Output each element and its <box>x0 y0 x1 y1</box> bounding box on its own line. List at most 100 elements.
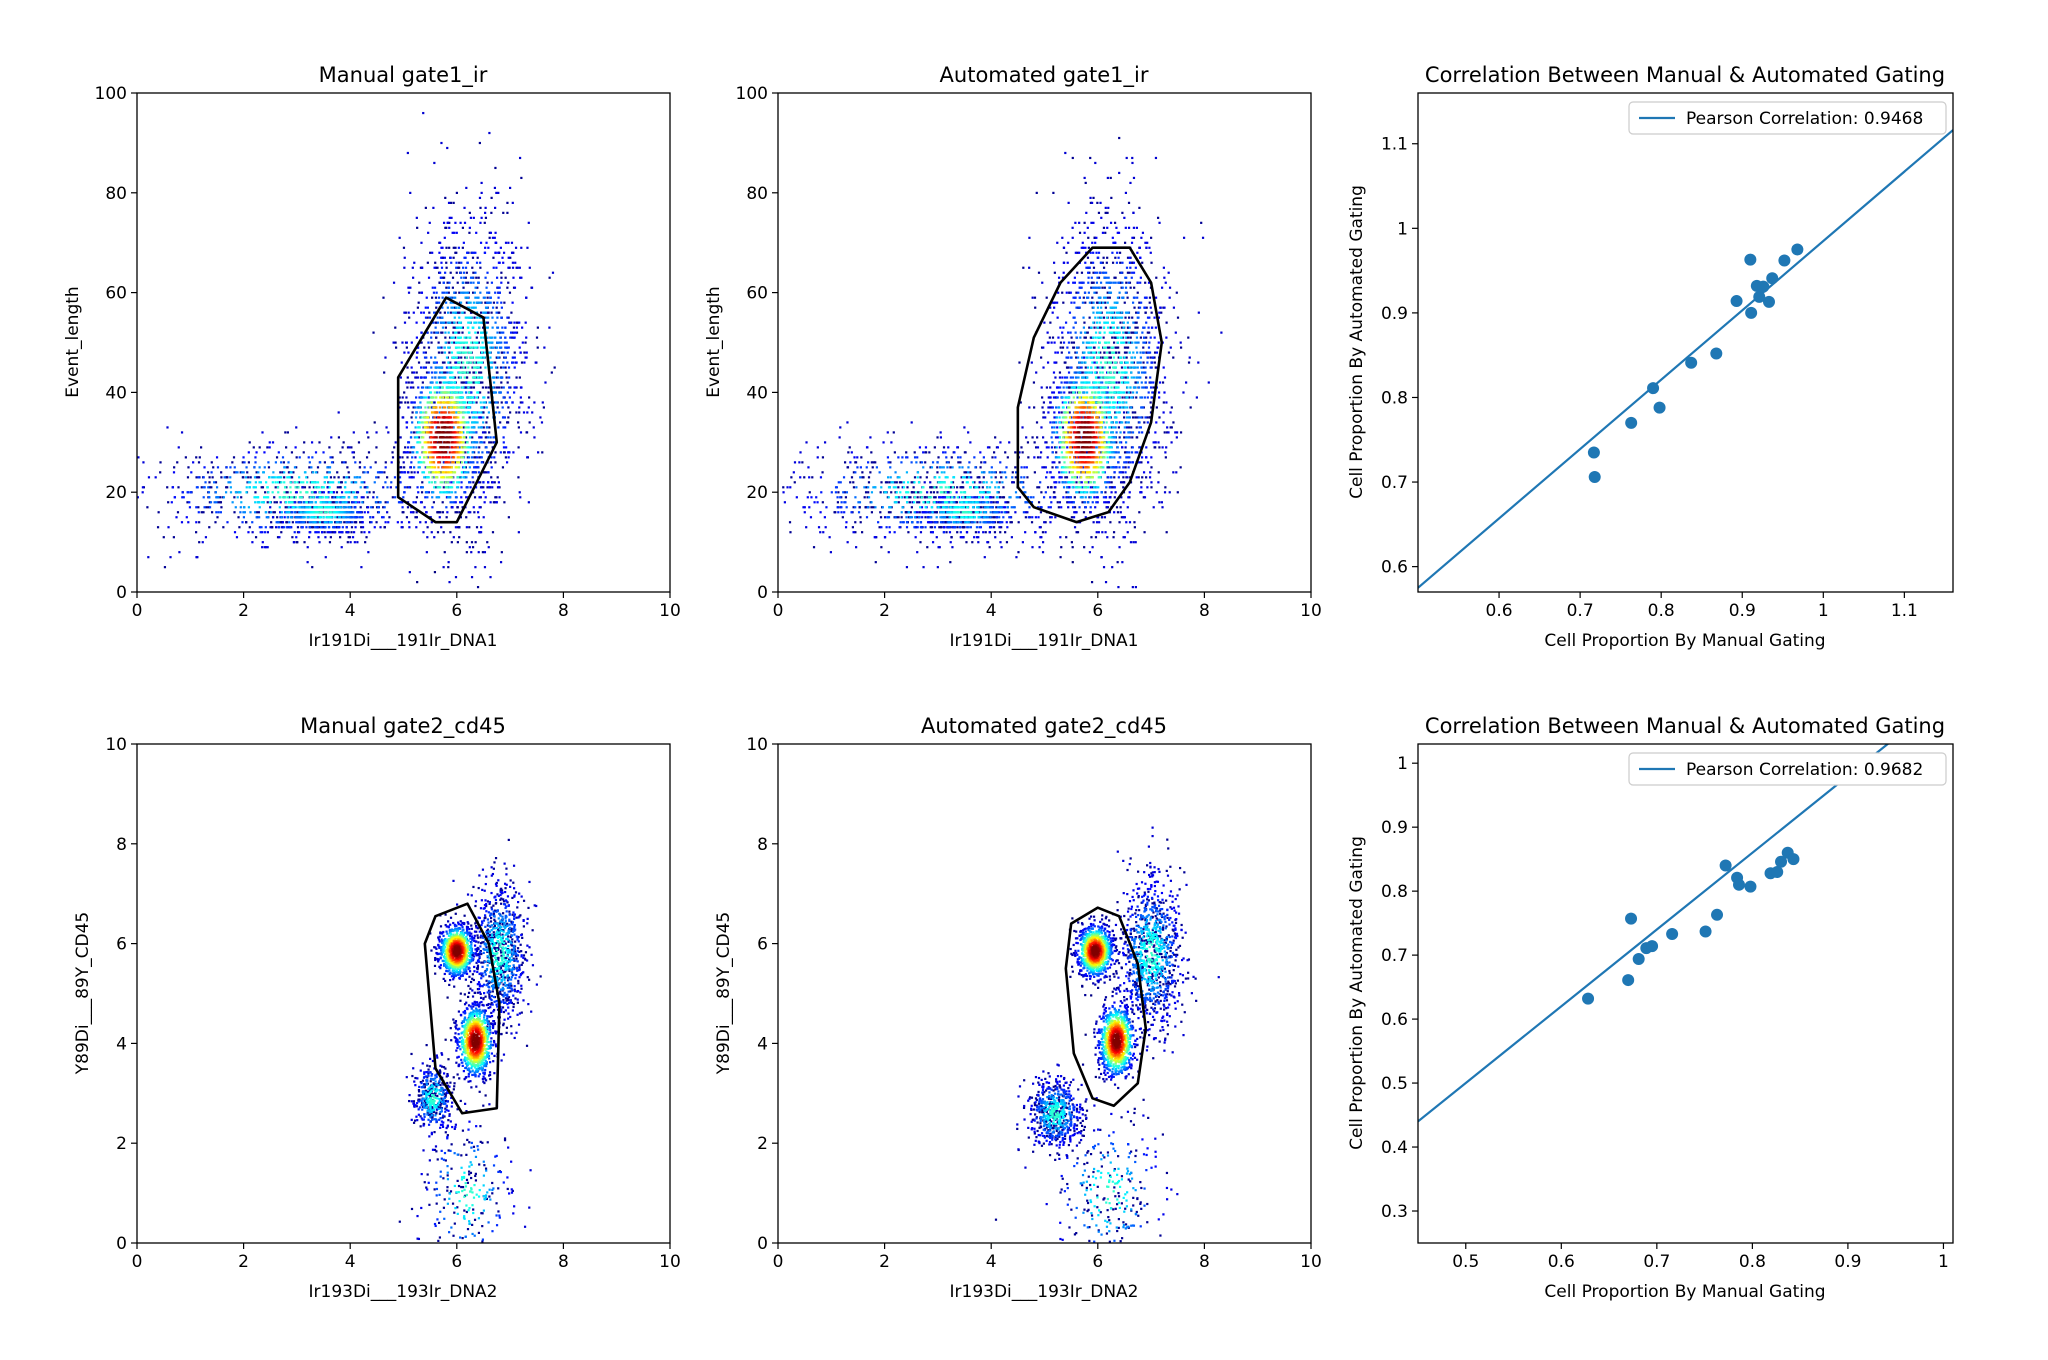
event-point <box>431 476 434 479</box>
event-point <box>424 431 427 434</box>
event-point <box>482 336 485 339</box>
event-point <box>464 356 467 359</box>
event-point <box>467 281 470 284</box>
event-point <box>449 471 452 474</box>
event-point <box>456 311 459 314</box>
event-point <box>1148 301 1151 304</box>
event-point <box>487 301 490 304</box>
event-point <box>448 246 451 249</box>
event-point <box>942 491 946 494</box>
event-point <box>507 416 510 419</box>
event-point <box>333 526 337 529</box>
event-point <box>428 316 432 319</box>
event-point <box>430 446 434 449</box>
event-point <box>310 481 314 484</box>
event-point <box>535 336 539 339</box>
event-point <box>289 496 293 499</box>
event-point <box>420 266 424 269</box>
event-point <box>266 486 269 489</box>
event-point <box>261 541 264 544</box>
event-point <box>401 506 404 509</box>
event-point <box>285 491 288 494</box>
event-point <box>434 371 437 374</box>
event-point <box>295 491 298 494</box>
event-point <box>239 506 242 509</box>
event-point <box>375 521 378 524</box>
event-point <box>432 321 435 324</box>
event-point <box>1106 211 1109 214</box>
event-point <box>443 446 446 449</box>
event-point <box>497 356 500 359</box>
event-point <box>1017 521 1020 524</box>
event-point <box>441 411 444 414</box>
event-point <box>495 371 498 374</box>
event-point <box>482 481 485 484</box>
event-point <box>407 486 410 489</box>
event-point <box>360 496 363 499</box>
event-point <box>449 361 452 364</box>
event-point <box>1153 356 1156 359</box>
event-point <box>286 476 289 479</box>
event-point <box>521 341 524 344</box>
event-point <box>260 526 263 529</box>
event-point <box>440 476 443 479</box>
event-point <box>452 201 455 204</box>
event-point <box>476 256 479 259</box>
event-point <box>375 431 378 434</box>
event-point <box>452 431 455 434</box>
event-point <box>1105 261 1108 264</box>
event-point <box>518 266 521 269</box>
event-point <box>445 381 448 384</box>
event-point <box>146 506 149 509</box>
event-point <box>298 506 301 509</box>
event-point <box>319 501 322 504</box>
event-point <box>483 471 486 474</box>
event-point <box>433 466 437 469</box>
event-point <box>521 401 524 404</box>
event-point <box>460 501 463 504</box>
event-point <box>214 481 218 484</box>
event-point <box>489 576 492 579</box>
event-point <box>434 266 438 269</box>
event-point <box>437 351 441 354</box>
event-point <box>436 386 439 389</box>
event-point <box>491 306 495 309</box>
event-point <box>493 186 497 190</box>
event-point <box>468 336 472 339</box>
event-point <box>447 496 450 499</box>
event-point <box>196 556 199 559</box>
event-point <box>434 486 437 489</box>
event-point <box>272 476 276 479</box>
event-point <box>525 296 528 299</box>
event-point <box>424 441 427 444</box>
event-point <box>540 421 544 424</box>
event-point <box>449 531 452 534</box>
event-point <box>307 456 310 459</box>
event-point <box>279 521 282 524</box>
event-point <box>208 496 211 499</box>
event-point <box>321 486 324 489</box>
event-point <box>460 486 463 489</box>
event-point <box>466 326 469 329</box>
event-point <box>441 476 445 479</box>
event-point <box>368 521 372 524</box>
event-point <box>465 356 468 359</box>
event-point <box>342 516 345 519</box>
event-point <box>469 216 473 219</box>
event-point <box>444 456 447 459</box>
event-point <box>466 291 469 294</box>
event-point <box>442 531 445 534</box>
event-point <box>510 251 514 254</box>
event-point <box>273 501 276 504</box>
event-point <box>466 296 469 299</box>
event-point <box>960 521 964 524</box>
event-point <box>1167 351 1171 354</box>
event-point <box>1075 291 1078 294</box>
event-point <box>487 246 490 249</box>
event-point <box>292 506 295 509</box>
event-point <box>385 426 388 429</box>
event-point <box>293 481 297 484</box>
event-point <box>451 431 454 434</box>
event-point <box>426 261 429 264</box>
event-point <box>504 356 507 359</box>
